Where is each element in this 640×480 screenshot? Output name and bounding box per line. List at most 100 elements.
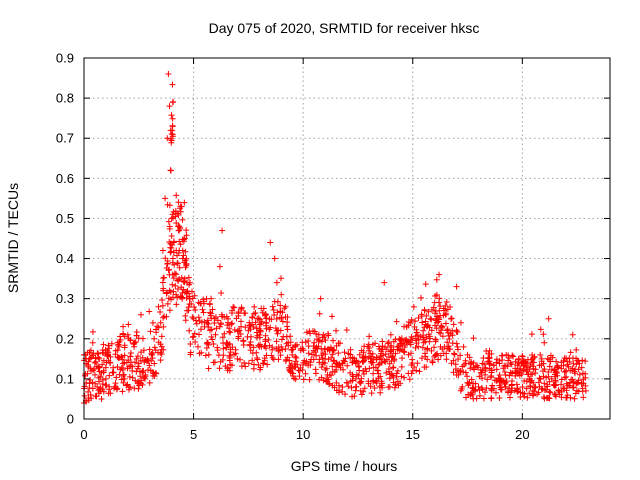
data-point xyxy=(144,356,151,363)
data-point xyxy=(377,352,384,359)
data-point xyxy=(146,346,153,353)
data-point xyxy=(417,294,424,301)
data-point xyxy=(282,313,289,320)
data-point xyxy=(502,383,509,390)
data-point xyxy=(540,373,547,380)
data-point xyxy=(450,357,457,364)
data-point xyxy=(121,342,128,349)
data-point xyxy=(421,324,428,331)
data-point xyxy=(475,364,482,371)
data-point xyxy=(163,290,170,297)
data-point xyxy=(498,377,505,384)
data-point xyxy=(575,357,582,364)
data-point xyxy=(410,303,417,310)
data-point xyxy=(437,330,444,337)
data-point xyxy=(506,394,513,401)
data-point xyxy=(329,363,336,370)
data-point xyxy=(351,393,358,400)
data-point xyxy=(299,339,306,346)
data-point xyxy=(102,346,109,353)
data-point xyxy=(222,363,229,370)
data-point xyxy=(139,368,146,375)
data-point xyxy=(404,338,411,345)
data-point xyxy=(572,390,579,397)
data-point xyxy=(421,364,428,371)
data-point xyxy=(400,339,407,346)
data-point xyxy=(569,376,576,383)
y-tick-label: 0.6 xyxy=(56,171,74,186)
data-point xyxy=(534,391,541,398)
data-point xyxy=(300,376,307,383)
data-point xyxy=(278,336,285,343)
data-point xyxy=(108,340,115,347)
data-point xyxy=(218,311,225,318)
data-point xyxy=(237,356,244,363)
data-point xyxy=(541,339,548,346)
data-point xyxy=(306,376,313,383)
data-point xyxy=(452,361,459,368)
data-point xyxy=(246,341,253,348)
data-point xyxy=(381,357,388,364)
data-point xyxy=(582,358,589,365)
data-point xyxy=(245,360,252,367)
data-point xyxy=(393,318,400,325)
data-point xyxy=(389,354,396,361)
data-point xyxy=(374,367,381,374)
data-point xyxy=(437,312,444,319)
data-point xyxy=(330,337,337,344)
data-point xyxy=(280,333,287,340)
data-point xyxy=(145,366,152,373)
data-point xyxy=(200,296,207,303)
data-point xyxy=(413,329,420,336)
data-point xyxy=(375,375,382,382)
data-point xyxy=(443,298,450,305)
data-point xyxy=(426,338,433,345)
data-point xyxy=(231,304,238,311)
data-point xyxy=(158,351,165,358)
data-point xyxy=(430,344,437,351)
data-point xyxy=(369,341,376,348)
data-point xyxy=(157,309,164,316)
data-point xyxy=(126,363,133,370)
data-point xyxy=(278,314,285,321)
data-point xyxy=(216,323,223,330)
data-point xyxy=(263,319,270,326)
data-point xyxy=(316,337,323,344)
data-point xyxy=(308,356,315,363)
data-point xyxy=(394,343,401,350)
data-point xyxy=(316,376,323,383)
data-point xyxy=(131,359,138,366)
data-point xyxy=(488,395,495,402)
data-point xyxy=(532,366,539,373)
data-point xyxy=(158,333,165,340)
data-point xyxy=(341,349,348,356)
data-point xyxy=(169,99,176,106)
data-point xyxy=(263,325,270,332)
data-point xyxy=(113,374,120,381)
data-point xyxy=(432,336,439,343)
data-point xyxy=(501,369,508,376)
data-point xyxy=(412,344,419,351)
data-point xyxy=(167,244,174,251)
data-point xyxy=(91,365,98,372)
data-point xyxy=(170,214,177,221)
data-point xyxy=(448,315,455,322)
data-point xyxy=(160,285,167,292)
data-point xyxy=(538,362,545,369)
data-point xyxy=(509,370,516,377)
data-point xyxy=(89,379,96,386)
data-point xyxy=(570,360,577,367)
data-point xyxy=(373,379,380,386)
data-point xyxy=(428,327,435,334)
data-point xyxy=(134,365,141,372)
data-point xyxy=(436,271,443,278)
data-point xyxy=(224,367,231,374)
data-point xyxy=(185,274,192,281)
data-point xyxy=(420,332,427,339)
data-point xyxy=(278,275,285,282)
data-point xyxy=(495,375,502,382)
data-point xyxy=(331,357,338,364)
data-point xyxy=(86,355,93,362)
plot-frame xyxy=(83,57,611,420)
data-point xyxy=(258,305,265,312)
